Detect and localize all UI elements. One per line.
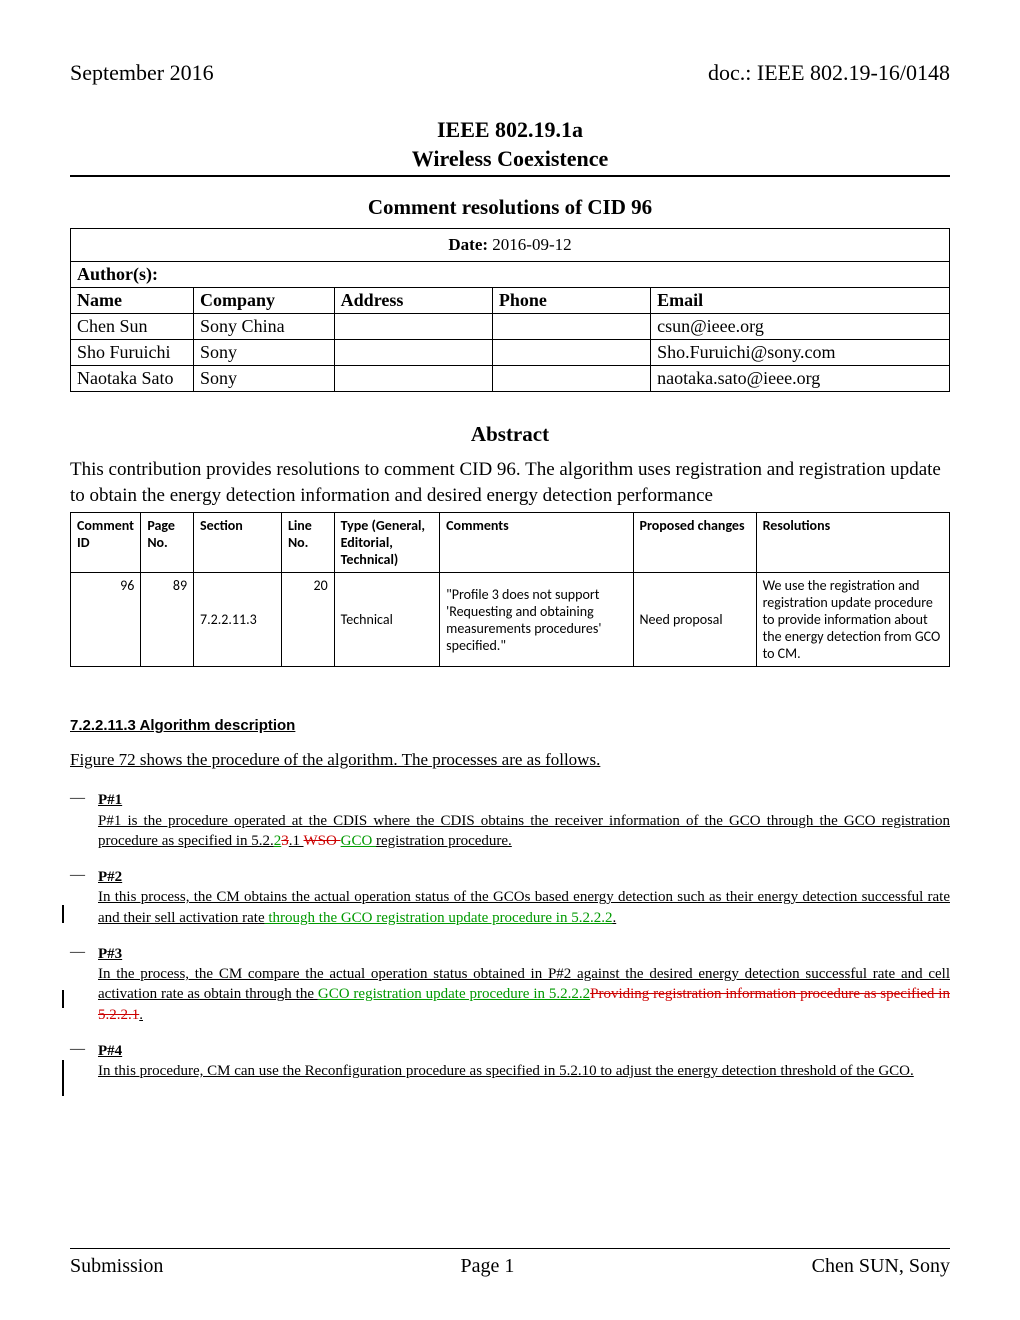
procedure-p1: — P#1 P#1 is the procedure operated at t… [70, 790, 950, 851]
header-right: doc.: IEEE 802.19-16/0148 [708, 60, 950, 86]
deletion: 3 [281, 833, 289, 849]
proc-body: P#1 P#1 is the procedure operated at the… [98, 790, 950, 851]
algo-intro: Figure 72 shows the procedure of the alg… [70, 750, 950, 770]
comment-type: Technical [334, 573, 439, 667]
title-line-1: IEEE 802.19.1a [70, 116, 950, 145]
procedure-p4: — P#4 In this procedure, CM can use the … [70, 1041, 950, 1082]
meta-table: Comment resolutions of CID 96 Date: 2016… [70, 187, 950, 392]
col-comments: Comments [440, 513, 633, 573]
comment-id: 96 [71, 573, 141, 667]
col-resolutions: Resolutions [756, 513, 949, 573]
author-phone [492, 366, 650, 392]
col-email: Email [651, 288, 950, 314]
proc-label: P#4 [98, 1043, 122, 1059]
insertion: through the GCO registration update proc… [265, 910, 613, 926]
author-phone [492, 340, 650, 366]
procedure-p2: — P#2 In this process, the CM obtains th… [70, 867, 950, 928]
comment-section: 7.2.2.11.3 [194, 573, 282, 667]
footer-left: Submission [70, 1255, 163, 1278]
comments-table: Comment ID Page No. Section Line No. Typ… [70, 512, 950, 667]
author-header-row: Name Company Address Phone Email [71, 288, 950, 314]
author-name: Chen Sun [71, 314, 194, 340]
date-value: 2016-09-12 [492, 235, 571, 254]
insertion: GCO registration update procedure in 5.2… [318, 986, 590, 1002]
insertion: GCO [341, 833, 376, 849]
author-address [334, 340, 492, 366]
proc-text: . [612, 910, 616, 926]
dash-icon: — [70, 944, 98, 1025]
dash-icon: — [70, 790, 98, 851]
dash-icon: — [70, 867, 98, 928]
deletion: WSO [304, 833, 341, 849]
section-heading: 7.2.2.11.3 Algorithm description [70, 717, 950, 734]
proc-text: .1 [289, 833, 304, 849]
footer-center: Page 1 [461, 1255, 515, 1278]
col-type: Type (General, Editorial, Technical) [334, 513, 439, 573]
dash-icon: — [70, 1041, 98, 1082]
author-phone [492, 314, 650, 340]
date-label: Date: [448, 235, 488, 254]
comment-proposed: Need proposal [633, 573, 756, 667]
author-name: Sho Furuichi [71, 340, 194, 366]
col-company: Company [194, 288, 335, 314]
title-line-2: Wireless Coexistence [70, 145, 950, 174]
proc-body: P#4 In this procedure, CM can use the Re… [98, 1041, 950, 1082]
comment-row: 96 89 7.2.2.11.3 20 Technical "Profile 3… [71, 573, 950, 667]
col-id: Comment ID [71, 513, 141, 573]
col-line: Line No. [281, 513, 334, 573]
comment-text: "Profile 3 does not support 'Requesting … [440, 573, 633, 667]
procedure-p3: — P#3 In the process, the CM compare the… [70, 944, 950, 1025]
col-section: Section [194, 513, 282, 573]
proc-body: P#2 In this process, the CM obtains the … [98, 867, 950, 928]
comment-page: 89 [141, 573, 194, 667]
header-left: September 2016 [70, 60, 214, 86]
proc-label: P#2 [98, 869, 122, 885]
proc-label: P#3 [98, 946, 122, 962]
proc-body: P#3 In the process, the CM compare the a… [98, 944, 950, 1025]
track-change-bar [62, 990, 64, 1008]
author-company: Sony China [194, 314, 335, 340]
author-row: Naotaka Sato Sony naotaka.sato@ieee.org [71, 366, 950, 392]
document-title-block: IEEE 802.19.1a Wireless Coexistence [70, 116, 950, 177]
track-change-bar [62, 1060, 64, 1096]
track-change-bar [62, 905, 64, 923]
date-cell: Date: 2016-09-12 [71, 229, 950, 262]
procedure-list: — P#1 P#1 is the procedure operated at t… [70, 790, 950, 1081]
author-row: Chen Sun Sony China csun@ieee.org [71, 314, 950, 340]
col-address: Address [334, 288, 492, 314]
page-header: September 2016 doc.: IEEE 802.19-16/0148 [70, 60, 950, 86]
col-proposed: Proposed changes [633, 513, 756, 573]
proc-text: . [139, 1007, 143, 1023]
proc-text: registration procedure. [376, 833, 512, 849]
comments-header-row: Comment ID Page No. Section Line No. Typ… [71, 513, 950, 573]
author-email: naotaka.sato@ieee.org [651, 366, 950, 392]
col-name: Name [71, 288, 194, 314]
comment-line: 20 [281, 573, 334, 667]
abstract-title: Abstract [70, 422, 950, 447]
footer-right: Chen SUN, Sony [812, 1255, 950, 1278]
author-company: Sony [194, 366, 335, 392]
col-phone: Phone [492, 288, 650, 314]
authors-label: Author(s): [71, 262, 950, 288]
col-page: Page No. [141, 513, 194, 573]
author-company: Sony [194, 340, 335, 366]
page-footer: Submission Page 1 Chen SUN, Sony [70, 1248, 950, 1278]
comment-resolutions: We use the registration and registration… [756, 573, 949, 667]
author-address [334, 314, 492, 340]
proc-text: P#1 is the procedure operated at the CDI… [98, 813, 950, 849]
author-name: Naotaka Sato [71, 366, 194, 392]
author-email: Sho.Furuichi@sony.com [651, 340, 950, 366]
doc-title: Comment resolutions of CID 96 [71, 187, 950, 229]
author-address [334, 366, 492, 392]
abstract-text: This contribution provides resolutions t… [70, 457, 950, 508]
author-row: Sho Furuichi Sony Sho.Furuichi@sony.com [71, 340, 950, 366]
author-email: csun@ieee.org [651, 314, 950, 340]
proc-text: In this procedure, CM can use the Reconf… [98, 1063, 914, 1079]
proc-label: P#1 [98, 792, 122, 808]
